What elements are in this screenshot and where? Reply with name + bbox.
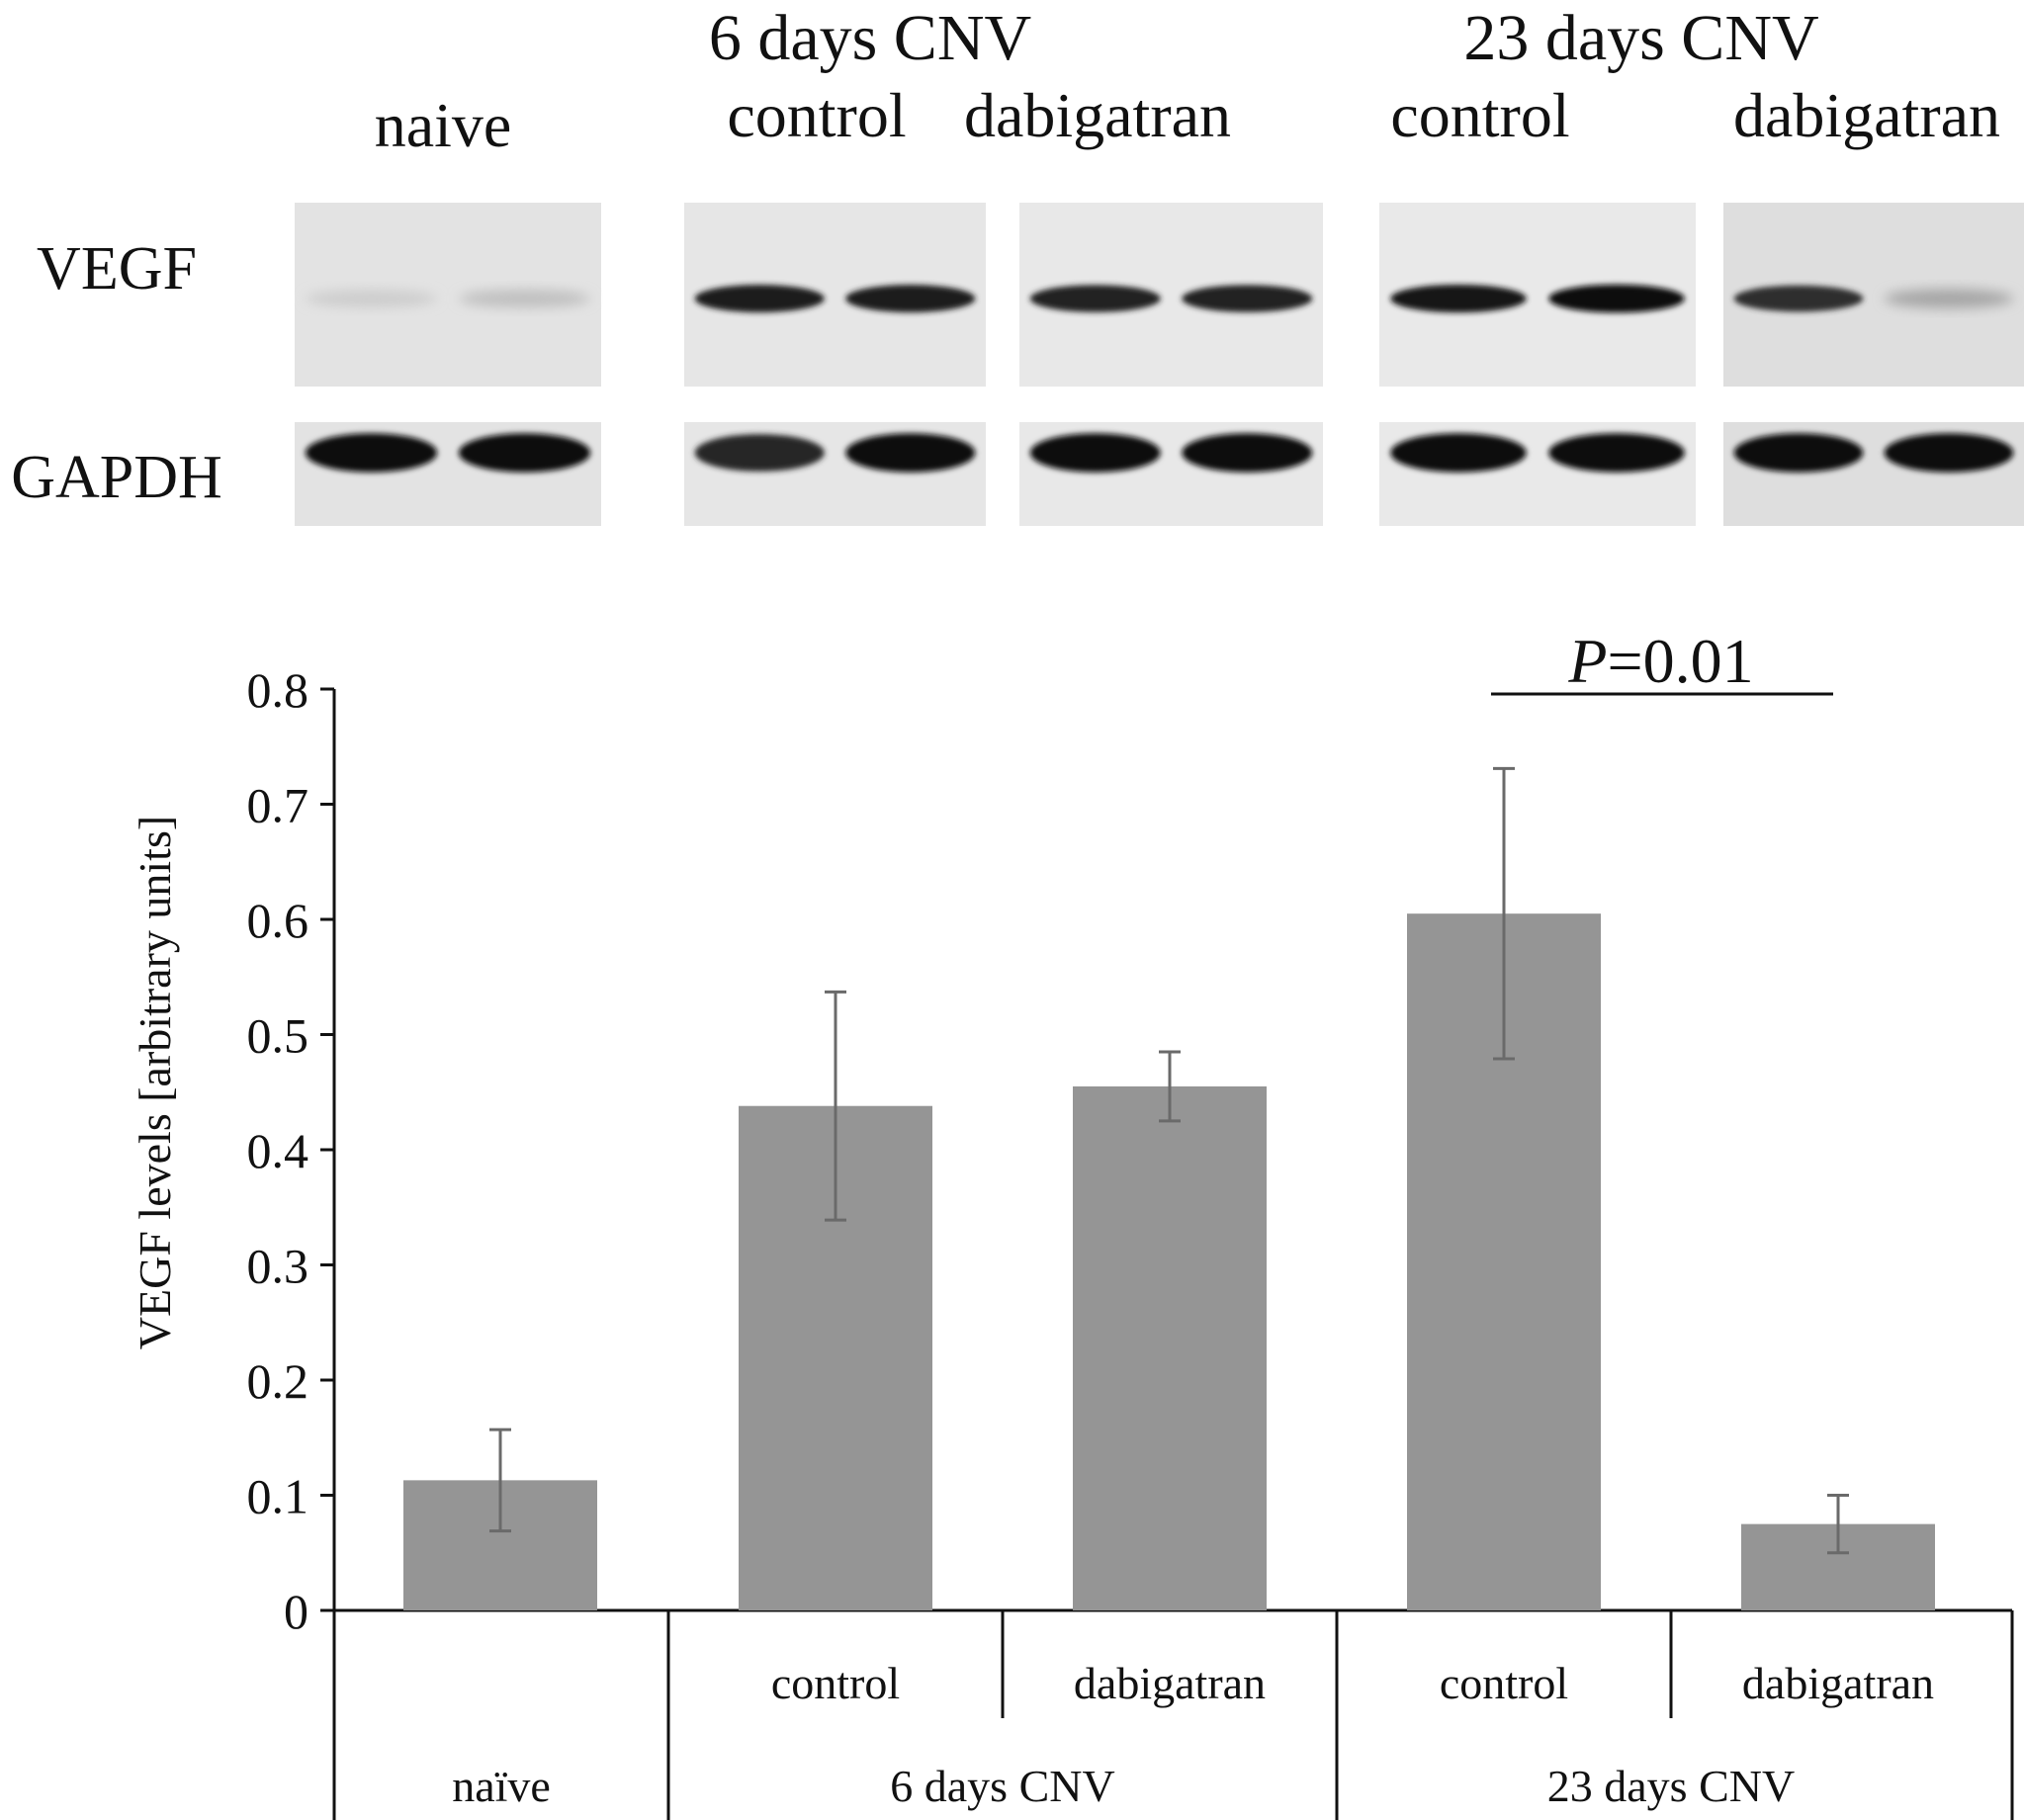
y-tick-label: 0.7 bbox=[247, 778, 309, 833]
blot-band-gapdh bbox=[1390, 433, 1527, 473]
blot-band-gapdh bbox=[458, 433, 591, 473]
blot-band-gapdh bbox=[1733, 433, 1864, 473]
blot-band-gapdh bbox=[1182, 433, 1313, 473]
bars bbox=[403, 913, 1935, 1610]
blot-band-gapdh bbox=[1029, 433, 1161, 473]
blot-band-vegf bbox=[305, 290, 438, 307]
y-axis-label: VEGF levels [arbitrary units] bbox=[130, 816, 180, 1349]
p-value-label: P=0.01 bbox=[1567, 626, 1753, 696]
blot-lane-label-6d-dabigatran: dabigatran bbox=[964, 80, 1231, 150]
x-group-label: naïve bbox=[452, 1761, 551, 1811]
y-tick-label: 0.2 bbox=[247, 1353, 309, 1409]
y-tick-label: 0.1 bbox=[247, 1469, 309, 1524]
blot-band-gapdh bbox=[694, 434, 825, 472]
blot-band-gapdh bbox=[305, 433, 438, 473]
x-sub-label: dabigatran bbox=[1742, 1658, 1934, 1708]
significance-annotation: P=0.01 bbox=[1491, 626, 1833, 696]
x-sub-label: control bbox=[1440, 1658, 1568, 1708]
x-group-label: 23 days CNV bbox=[1547, 1761, 1795, 1811]
bar-chart: 0 0.1 0.2 0.3 0.4 0.5 0.6 0.7 0.8 control dabigat… bbox=[130, 626, 2014, 1820]
blot-band-gapdh bbox=[1548, 433, 1685, 473]
x-sub-label: control bbox=[771, 1658, 900, 1708]
y-tick-label: 0.5 bbox=[247, 1008, 309, 1064]
bar bbox=[1073, 1085, 1267, 1610]
blot-band-gapdh bbox=[845, 433, 976, 473]
blot-band-vegf bbox=[1029, 285, 1161, 312]
y-tick-label: 0.8 bbox=[247, 662, 309, 718]
blot-lane-label-23d-dabigatran: dabigatran bbox=[1733, 80, 2000, 150]
blot-group-title-23-days: 23 days CNV bbox=[1463, 2, 1818, 74]
x-category-table: control dabigatran control dabigatran naïve 6… bbox=[332, 1610, 2014, 1820]
blot-group-title-6-days: 6 days CNV bbox=[709, 2, 1031, 74]
y-tick-label: 0.4 bbox=[247, 1123, 309, 1178]
blot-band-vegf bbox=[1182, 285, 1313, 312]
blot-lane-label-23d-control: control bbox=[1390, 80, 1569, 150]
blot-band-vegf bbox=[1733, 285, 1864, 312]
x-group-label: 6 days CNV bbox=[890, 1761, 1114, 1811]
blot-panels bbox=[295, 203, 2024, 526]
western-blot: 6 days CNV 23 days CNV naive control dab… bbox=[11, 2, 2024, 526]
blot-band-vegf bbox=[694, 285, 825, 312]
blot-band-gapdh bbox=[1884, 433, 2014, 473]
blot-row-label-gapdh: GAPDH bbox=[11, 444, 222, 511]
blot-lane-label-naive: naive bbox=[375, 90, 512, 160]
blot-row-label-vegf: VEGF bbox=[37, 235, 197, 303]
blot-band-vegf bbox=[1884, 289, 2014, 308]
y-tick-label: 0.6 bbox=[247, 893, 309, 948]
blot-band-vegf bbox=[1390, 284, 1527, 313]
y-ticks: 0 0.1 0.2 0.3 0.4 0.5 0.6 0.7 0.8 bbox=[247, 662, 334, 1639]
blot-lane-label-6d-control: control bbox=[727, 80, 906, 150]
p-value-text: =0.01 bbox=[1608, 626, 1754, 696]
error-bars bbox=[489, 766, 1849, 1555]
y-tick-label: 0 bbox=[284, 1584, 308, 1639]
blot-band-vegf bbox=[458, 290, 591, 307]
x-sub-label: dabigatran bbox=[1074, 1658, 1266, 1708]
p-value-italic: P bbox=[1567, 626, 1607, 696]
blot-band-vegf bbox=[845, 285, 976, 312]
y-tick-label: 0.3 bbox=[247, 1239, 309, 1294]
blot-band-vegf bbox=[1548, 284, 1685, 313]
